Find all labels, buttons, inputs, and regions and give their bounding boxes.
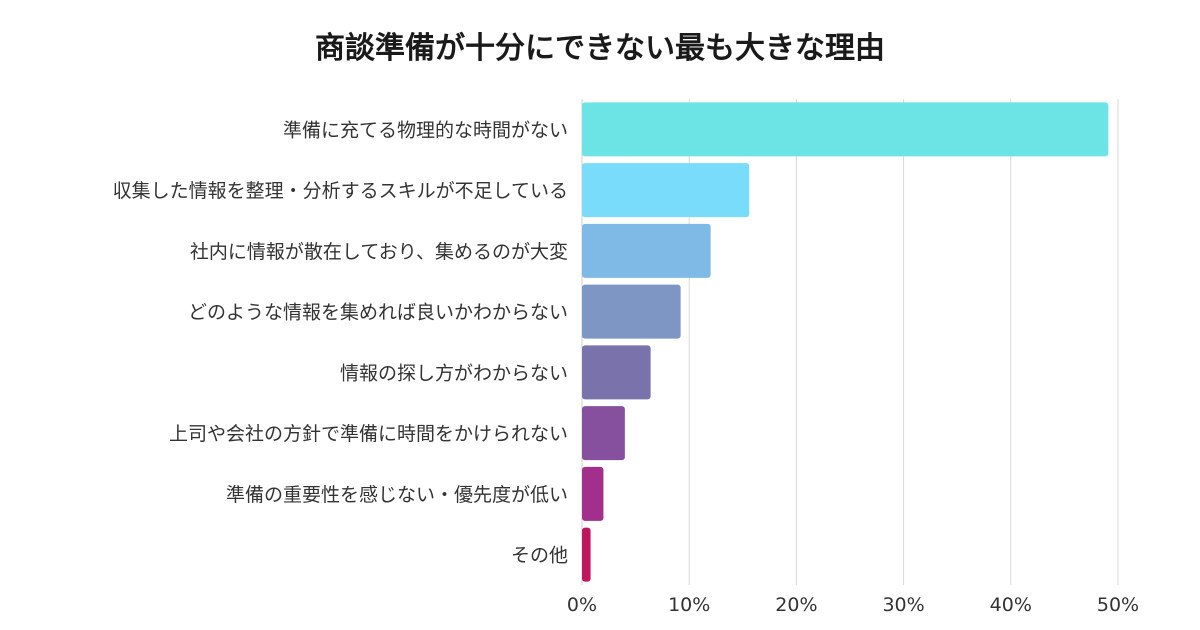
bar bbox=[582, 284, 681, 339]
category-label: どのような情報を集めれば良いかわからない bbox=[188, 302, 568, 324]
category-label: その他 bbox=[511, 545, 568, 567]
bar bbox=[582, 163, 750, 218]
category-label: 情報の探し方がわからない bbox=[340, 362, 568, 384]
bar bbox=[582, 223, 711, 278]
x-tick-label: 10% bbox=[668, 594, 710, 616]
category-label: 社内に情報が散在しており、集めるのが大変 bbox=[190, 241, 568, 263]
chart-title: 商談準備が十分にできない最も大きな理由 bbox=[315, 31, 885, 66]
x-tick-label: 20% bbox=[775, 594, 817, 616]
category-label: 準備に充てる物理的な時間がない bbox=[283, 119, 568, 141]
x-tick-label: 0% bbox=[567, 594, 597, 616]
category-labels: 準備に充てる物理的な時間がない収集した情報を整理・分析するスキルが不足している社… bbox=[113, 119, 568, 566]
category-label: 上司や会社の方針で準備に時間をかけられない bbox=[169, 423, 568, 445]
x-tick-label: 50% bbox=[1097, 594, 1139, 616]
bar bbox=[582, 345, 651, 400]
x-tick-labels: 0% 10% 20% 30% 40% 50% bbox=[567, 594, 1139, 616]
x-tick-label: 40% bbox=[990, 594, 1032, 616]
x-tick-label: 30% bbox=[882, 594, 924, 616]
bar bbox=[582, 466, 604, 521]
bars bbox=[582, 102, 1109, 582]
bar bbox=[582, 102, 1109, 157]
category-label: 準備の重要性を感じない・優先度が低い bbox=[226, 484, 568, 506]
category-label: 収集した情報を整理・分析するスキルが不足している bbox=[113, 180, 568, 202]
bar bbox=[582, 406, 625, 461]
bar bbox=[582, 527, 591, 582]
